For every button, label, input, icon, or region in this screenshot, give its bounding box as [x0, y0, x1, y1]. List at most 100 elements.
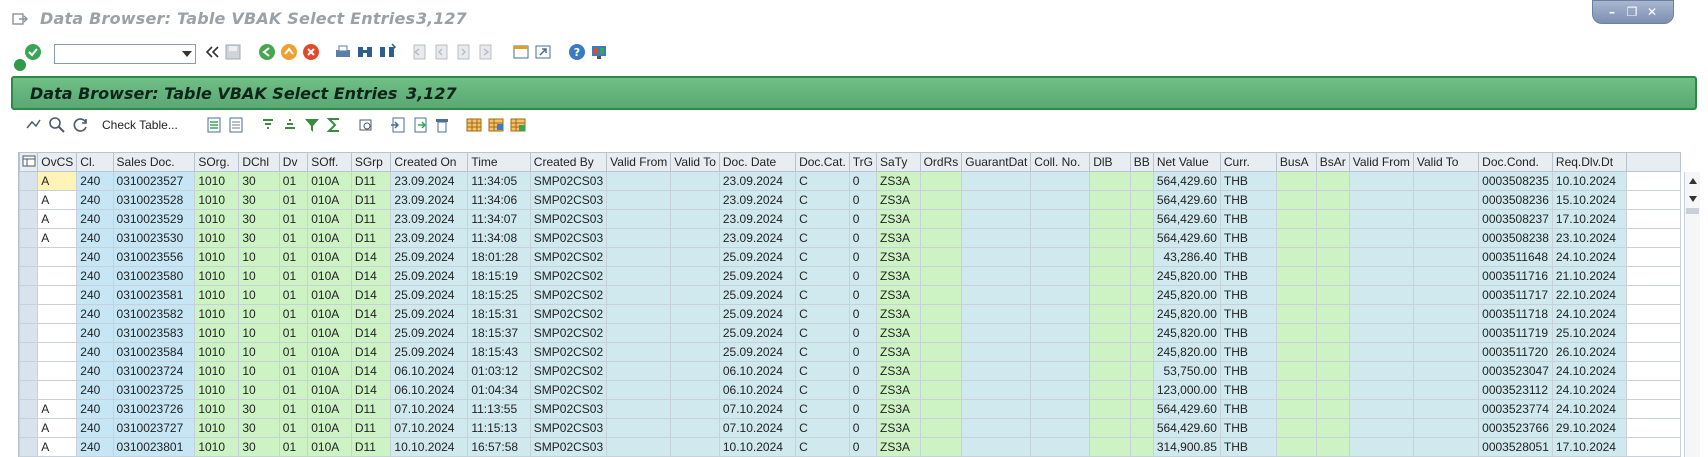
cell-created-by[interactable]: SMP02CS02 [529, 342, 608, 362]
cell-doc-category[interactable]: C [795, 228, 850, 248]
cell-sales-group[interactable]: D11 [350, 399, 392, 419]
cell-sales-doc-type[interactable]: ZS3A [876, 266, 921, 286]
cell-req-delivery-date[interactable]: 22.10.2024 [1551, 285, 1628, 305]
cell-doc-date[interactable]: 25.09.2024 [718, 285, 797, 305]
cell-transaction-group[interactable]: 0 [848, 171, 878, 191]
cell-sales-doc-type[interactable]: ZS3A [876, 209, 921, 229]
cell-doc-date[interactable]: 07.10.2024 [718, 418, 797, 438]
cell-time[interactable]: 11:34:05 [467, 171, 531, 191]
cell-valid-from[interactable] [606, 304, 672, 324]
cell-doc-condition[interactable]: 0003523112 [1478, 380, 1553, 400]
export-spreadsheet-icon[interactable] [389, 116, 407, 134]
cell-sales-office[interactable]: 010A [307, 437, 352, 457]
cell-sales-doc[interactable]: 0310023556 [112, 247, 196, 267]
cell-time[interactable]: 18:15:37 [467, 323, 531, 343]
cell-doc-category[interactable]: C [795, 437, 850, 457]
cell-business-area-2[interactable] [1315, 342, 1350, 362]
cell-business-area-2[interactable] [1315, 190, 1350, 210]
cell-net-value[interactable]: 245,820.00 [1152, 266, 1221, 286]
cell-collective-no[interactable] [1030, 266, 1091, 286]
cell-valid-to[interactable] [670, 285, 720, 305]
cell-sales-doc[interactable]: 0310023726 [112, 399, 196, 419]
cell-time[interactable]: 11:34:06 [467, 190, 531, 210]
cell-created-on[interactable]: 07.10.2024 [390, 399, 469, 419]
cell-business-area[interactable] [1275, 171, 1317, 191]
column-header-transaction-group[interactable]: TrG [848, 152, 878, 172]
cell-created-by[interactable]: SMP02CS03 [529, 228, 608, 248]
cell-sales-office[interactable]: 010A [307, 247, 352, 267]
cell-created-by[interactable]: SMP02CS03 [529, 209, 608, 229]
cell-sales-org[interactable]: 1010 [194, 361, 240, 381]
cell-dist-channel[interactable]: 30 [238, 209, 280, 229]
cell-delivery-block[interactable] [1089, 323, 1131, 343]
cell-valid-from[interactable] [606, 190, 672, 210]
cell-ovcs[interactable] [37, 323, 78, 343]
cell-sales-office[interactable]: 010A [307, 380, 352, 400]
cell-transaction-group[interactable]: 0 [848, 361, 878, 381]
column-header-sales-doc[interactable]: Sales Doc. [112, 152, 196, 172]
cell-sales-doc-type[interactable]: ZS3A [876, 380, 921, 400]
cell-ovcs[interactable]: A [37, 399, 78, 419]
column-header-ovcs[interactable]: OvCS [37, 152, 78, 172]
cell-doc-condition[interactable]: 0003523766 [1478, 418, 1553, 438]
cell-dist-channel[interactable]: 10 [238, 342, 280, 362]
cell-valid-to-2[interactable] [1412, 304, 1480, 324]
column-header-dist-channel[interactable]: DChl [238, 152, 280, 172]
cell-valid-from-2[interactable] [1348, 285, 1414, 305]
cell-guarantee-date[interactable] [961, 323, 1032, 343]
cell-business-area-2[interactable] [1315, 304, 1350, 324]
cell-sales-group[interactable]: D14 [350, 361, 392, 381]
cell-valid-to[interactable] [670, 418, 720, 438]
cell-time[interactable]: 18:15:25 [467, 285, 531, 305]
cell-billing-block[interactable] [1129, 247, 1154, 267]
cell-req-delivery-date[interactable]: 15.10.2024 [1551, 190, 1628, 210]
cell-net-value[interactable]: 43,286.40 [1152, 247, 1221, 267]
cell-business-area[interactable] [1275, 304, 1317, 324]
cell-created-by[interactable]: SMP02CS03 [529, 437, 608, 457]
cell-created-on[interactable]: 25.09.2024 [390, 285, 469, 305]
cell-guarantee-date[interactable] [961, 247, 1032, 267]
cell-net-value[interactable]: 564,429.60 [1152, 228, 1221, 248]
cell-guarantee-date[interactable] [961, 190, 1032, 210]
cell-sales-org[interactable]: 1010 [194, 323, 240, 343]
cell-dist-channel[interactable]: 30 [238, 171, 280, 191]
row-selector[interactable] [19, 418, 39, 438]
cell-dist-channel[interactable]: 30 [238, 228, 280, 248]
cell-created-on[interactable]: 25.09.2024 [390, 342, 469, 362]
cell-business-area-2[interactable] [1315, 266, 1350, 286]
cell-valid-to[interactable] [670, 323, 720, 343]
cell-doc-date[interactable]: 23.09.2024 [718, 171, 797, 191]
column-header-time[interactable]: Time [467, 152, 531, 172]
cell-collective-no[interactable] [1030, 323, 1091, 343]
cell-guarantee-date[interactable] [961, 380, 1032, 400]
cell-ovcs[interactable] [37, 247, 78, 267]
cell-billing-block[interactable] [1129, 437, 1154, 457]
row-selector[interactable] [19, 380, 39, 400]
cell-billing-block[interactable] [1129, 209, 1154, 229]
cell-dist-channel[interactable]: 10 [238, 361, 280, 381]
cell-created-on[interactable]: 23.09.2024 [390, 209, 469, 229]
cell-sales-doc-type[interactable]: ZS3A [876, 399, 921, 419]
collapse-arrows-icon[interactable] [203, 43, 221, 61]
cell-client[interactable]: 240 [76, 437, 114, 457]
column-header-valid-from-2[interactable]: Valid From [1348, 152, 1414, 172]
cell-valid-from[interactable] [606, 228, 672, 248]
close-icon[interactable]: ✕ [1646, 5, 1658, 19]
cell-valid-to[interactable] [670, 266, 720, 286]
cell-transaction-group[interactable]: 0 [848, 304, 878, 324]
cell-ovcs[interactable] [37, 304, 78, 324]
select-layout-icon[interactable] [487, 116, 505, 134]
cell-doc-condition[interactable]: 0003511648 [1478, 247, 1553, 267]
column-header-delivery-block[interactable]: DlB [1089, 152, 1131, 172]
table-row[interactable]: 240 0310023582 1010 10 01 010A D14 25.09.2024 18… [19, 304, 1681, 324]
cell-delivery-block[interactable] [1089, 247, 1131, 267]
chevron-down-icon[interactable] [182, 51, 192, 57]
cell-business-area-2[interactable] [1315, 209, 1350, 229]
cell-currency[interactable]: THB [1219, 171, 1277, 191]
table-row[interactable]: 240 0310023581 1010 10 01 010A D14 25.09.2024 18… [19, 285, 1681, 305]
cell-created-by[interactable]: SMP02CS03 [529, 171, 608, 191]
cell-valid-to[interactable] [670, 361, 720, 381]
cell-business-area-2[interactable] [1315, 380, 1350, 400]
cell-net-value[interactable]: 123,000.00 [1152, 380, 1221, 400]
cell-billing-block[interactable] [1129, 342, 1154, 362]
